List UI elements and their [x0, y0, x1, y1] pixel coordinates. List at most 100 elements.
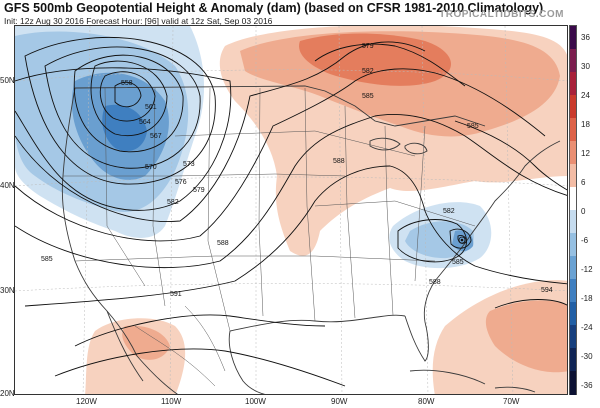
contour-label: 585	[362, 93, 374, 100]
contour-labels: 558 561 564 567 570 573 576 579 582 585 …	[41, 43, 553, 298]
colorbar-segment	[570, 118, 576, 142]
mexico-coast	[136, 355, 178, 394]
contour-label: 588	[429, 279, 441, 286]
contour-591-south	[54, 348, 346, 387]
contour-label: 573	[183, 161, 195, 168]
contour-594	[494, 299, 567, 309]
contour-573	[24, 37, 216, 185]
contour-579-west	[15, 41, 426, 222]
cuba	[409, 369, 486, 385]
hispaniola	[494, 386, 536, 393]
us-canada-border	[74, 85, 486, 127]
contour-label: 588	[217, 240, 229, 247]
longitude-label: 80W	[418, 397, 435, 406]
baja	[106, 310, 144, 382]
contour-558	[114, 82, 142, 108]
contour-582	[15, 68, 546, 242]
anomaly-southeast-mid	[405, 221, 474, 259]
anomaly-colorbar	[569, 25, 577, 395]
contour-label: 585	[41, 256, 53, 263]
map-canvas: 558 561 564 567 570 573 576 579 582 585 …	[15, 26, 567, 394]
colorbar-tick-label: -30	[581, 352, 593, 361]
contour-label: 588	[333, 158, 345, 165]
longitude-label: 110W	[161, 397, 182, 406]
colorbar-tick-label: -12	[581, 265, 593, 274]
contour-585-north	[454, 120, 567, 191]
anomaly-northeast-strong	[299, 33, 452, 86]
colorbar-tick-label: 0	[581, 207, 586, 216]
contour-567	[73, 54, 184, 153]
great-lakes	[369, 137, 428, 155]
contour-588-low	[397, 219, 467, 263]
contour-label: 594	[541, 287, 553, 294]
contour-label: 582	[443, 208, 455, 215]
colorbar-segment	[570, 26, 576, 50]
contour-591	[74, 314, 326, 347]
contour-label: 582	[362, 68, 374, 75]
colorbar-segment	[570, 95, 576, 119]
contour-label: 567	[150, 133, 162, 140]
contour-588	[24, 165, 567, 307]
longitude-label: 120W	[76, 397, 97, 406]
contour-label: 564	[139, 119, 151, 126]
colorbar-segment	[570, 49, 576, 73]
positive-anomaly-shading	[85, 26, 567, 394]
contour-label: 585	[452, 259, 464, 266]
latitude-label: 50N	[0, 76, 15, 85]
figure-title: GFS 500mb Geopotential Height & Anomaly …	[4, 1, 544, 15]
colorbar-tick-label: -36	[581, 381, 593, 390]
contour-564	[90, 60, 168, 137]
contour-label: 570	[145, 164, 157, 171]
contour-576	[15, 67, 232, 211]
colorbar-segment	[570, 72, 576, 96]
latitude-label: 40N	[0, 181, 15, 190]
contour-585-low	[449, 228, 472, 249]
brand-watermark: TROPICALTIDBITS.COM	[439, 9, 564, 20]
low-center-marker	[458, 236, 466, 244]
contour-label: 576	[175, 179, 187, 186]
latitude-label: 30N	[0, 286, 15, 295]
colorbar-tick-label: 6	[581, 178, 586, 187]
anomaly-atlantic-mid	[485, 300, 567, 373]
colorbar-tick-label: -6	[581, 236, 589, 245]
colorbar-segment	[570, 233, 576, 257]
longitude-label: 70W	[503, 397, 520, 406]
colorbar-tick-label: -18	[581, 294, 593, 303]
height-contours	[15, 37, 567, 387]
colorbar-segment	[570, 141, 576, 165]
figure-subtitle: Init: 12z Aug 30 2016 Forecast Hour: [96…	[4, 16, 273, 26]
gulf-coast	[229, 314, 406, 332]
contour-label: 591	[170, 291, 182, 298]
mexico-gulf	[228, 330, 266, 394]
contour-label: 582	[167, 199, 179, 206]
colorbar-segment	[570, 371, 576, 395]
colorbar-tick-label: -24	[581, 323, 593, 332]
contour-label: 585	[467, 123, 479, 130]
colorbar-tick-label: 30	[581, 62, 590, 71]
contour-label: 579	[193, 187, 205, 194]
colorbar-segment	[570, 210, 576, 234]
colorbar-segment	[570, 164, 576, 188]
contour-561	[99, 71, 156, 122]
anomaly-northwest-core	[102, 104, 147, 152]
colorbar-tick-label: 24	[581, 91, 590, 100]
contour-585-east	[314, 43, 466, 87]
contour-label: 558	[121, 80, 133, 87]
latitude-label: 20N	[0, 389, 15, 398]
colorbar-tick-label: 36	[581, 33, 590, 42]
colorbar-segment	[570, 302, 576, 326]
colorbar-segment	[570, 279, 576, 303]
colorbar-tick-label: 12	[581, 149, 590, 158]
east-coast	[434, 140, 561, 282]
florida	[404, 280, 436, 362]
longitude-label: 90W	[331, 397, 348, 406]
contour-585	[15, 113, 567, 269]
coastlines	[61, 85, 561, 394]
map-panel: 558 561 564 567 570 573 576 579 582 585 …	[14, 25, 568, 395]
colorbar-segment	[570, 325, 576, 349]
longitude-label: 100W	[245, 397, 266, 406]
colorbar-tick-label: 18	[581, 120, 590, 129]
contour-label: 561	[145, 104, 157, 111]
contour-label: 579	[362, 43, 374, 50]
